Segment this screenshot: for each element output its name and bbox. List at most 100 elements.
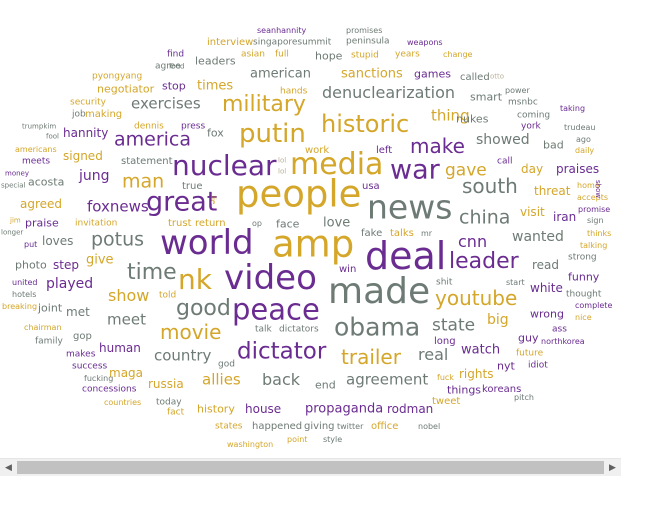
word-lie: lie <box>209 196 217 205</box>
word-usa: usa <box>362 181 380 192</box>
word-nobel: nobel <box>418 422 441 431</box>
word-joint: joint <box>38 301 63 315</box>
word-americans: americans <box>15 145 57 154</box>
word-read: read <box>532 258 560 272</box>
word-watch: watch <box>461 342 501 358</box>
word-movie: movie <box>160 320 222 344</box>
word-washington: washington <box>227 440 274 449</box>
word-guy: guy <box>518 331 539 345</box>
word-family: family <box>35 336 63 347</box>
word-stupid: stupid <box>351 50 379 61</box>
word-things: things <box>447 383 482 397</box>
word-leaders: leaders <box>195 54 236 68</box>
word-nukes: nukes <box>456 112 489 126</box>
word-allies: allies <box>202 370 241 389</box>
scroll-left-arrow-icon[interactable]: ◀ <box>5 462 12 473</box>
word-told: told <box>159 290 177 301</box>
word-thought: thought <box>566 289 602 300</box>
horizontal-scrollbar[interactable]: ◀ ▶ <box>0 458 621 476</box>
word-iran: iran <box>553 210 577 224</box>
word-lol: lol <box>278 156 287 165</box>
word-rights: rights <box>459 367 494 381</box>
word-press: press <box>181 121 206 132</box>
word-mr: mr <box>421 229 433 238</box>
word-msnbc: msnbc <box>508 97 538 108</box>
word-call: call <box>497 156 513 167</box>
word-visit: visit <box>520 205 545 219</box>
word-york: york <box>521 121 541 132</box>
word-youtube: youtube <box>435 286 518 310</box>
word-talk: talk <box>255 324 272 335</box>
word-sanctions: sanctions <box>341 66 403 82</box>
word-face: face <box>276 217 300 231</box>
word-historic: historic <box>321 110 410 138</box>
word-gave: gave <box>445 160 487 181</box>
word-show: show <box>594 180 602 199</box>
word-taking: taking <box>560 104 586 113</box>
word-gop: gop <box>73 331 92 342</box>
word-breaking: breaking <box>2 302 38 311</box>
word-media: media <box>290 147 384 182</box>
word-tweet: tweet <box>432 396 461 407</box>
word-war: war <box>390 154 440 186</box>
word-fucking: fucking <box>84 374 114 383</box>
word-sign: sign <box>587 216 604 225</box>
word-nuclear: nuclear <box>172 149 277 182</box>
word-state: state <box>432 315 476 336</box>
word-trust: trust <box>168 218 192 229</box>
word-hotels: hotels <box>12 290 37 299</box>
word-nk: nk <box>178 263 212 296</box>
word-funny: funny <box>568 270 600 284</box>
word-played: played <box>46 276 94 292</box>
word-longer: longer <box>1 228 24 237</box>
word-jim: jim <box>10 216 21 225</box>
word-show: show <box>108 286 150 305</box>
word-special: special <box>1 181 26 190</box>
word-seanhannity: seanhannity <box>257 26 307 35</box>
word-maga: maga <box>109 366 144 380</box>
word-peninsula: peninsula <box>346 36 390 47</box>
word-fake: fake <box>361 228 383 239</box>
word-praises: praises <box>556 162 600 176</box>
scroll-right-arrow-icon[interactable]: ▶ <box>609 462 616 473</box>
word-united: united <box>12 278 38 287</box>
scrollbar-thumb[interactable] <box>17 461 604 474</box>
word-future: future <box>516 348 544 359</box>
word-power: power <box>505 86 530 95</box>
word-success: success <box>72 361 108 372</box>
word-day: day <box>521 162 544 176</box>
word-long: long <box>434 336 456 347</box>
word-man: man <box>122 170 165 193</box>
word-thinks: thinks <box>587 229 612 238</box>
word-denuclearization: denuclearization <box>322 83 456 102</box>
word-giving: giving <box>304 421 335 432</box>
word-years: years <box>395 49 420 60</box>
word-acosta: acosta <box>28 175 65 189</box>
word-stop: stop <box>162 79 186 93</box>
word-praise: praise <box>25 216 59 230</box>
word-smart: smart <box>470 90 503 104</box>
word-meets: meets <box>22 156 51 167</box>
word-style: style <box>323 435 343 444</box>
word-return: return <box>195 218 226 229</box>
word-cnn: cnn <box>458 232 488 251</box>
word-exercises: exercises <box>131 94 201 113</box>
word-big: big <box>487 312 509 328</box>
word-foxnews: foxnews <box>87 197 149 216</box>
word-negotiator: negotiator <box>97 82 155 96</box>
word-weapons: weapons <box>407 38 443 47</box>
word-home: home <box>577 181 600 190</box>
word-accepts: accepts <box>577 193 609 202</box>
word-china: china <box>459 206 511 229</box>
word-singaporesummit: singaporesummit <box>253 37 332 48</box>
word-food: food <box>169 62 185 71</box>
word-amp: amp <box>272 222 355 266</box>
word-god: god <box>218 359 235 370</box>
word-give: give <box>86 252 114 268</box>
word-america: america <box>114 128 192 151</box>
word-agreement: agreement <box>346 370 429 389</box>
word-strong: strong <box>568 252 597 263</box>
word-point: point <box>287 435 308 444</box>
word-hands: hands <box>280 86 308 97</box>
word-wrong: wrong <box>530 307 564 321</box>
